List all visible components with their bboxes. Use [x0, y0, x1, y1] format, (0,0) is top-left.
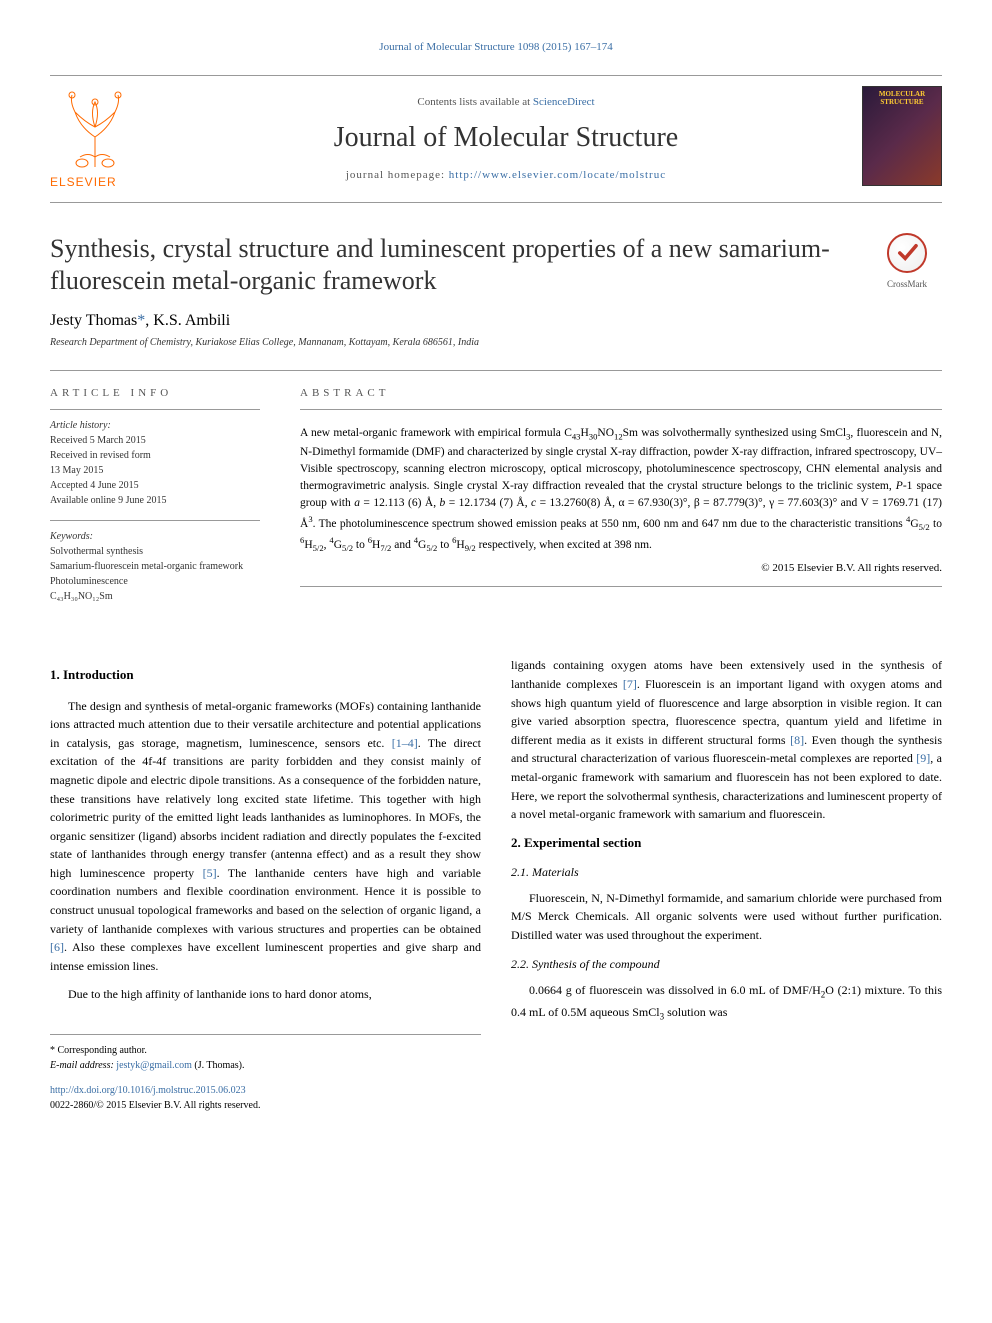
body-columns: 1. Introduction The design and synthesis… [50, 656, 942, 1113]
sciencedirect-link[interactable]: ScienceDirect [533, 96, 595, 108]
keyword: Samarium-fluorescein metal-organic frame… [50, 559, 260, 574]
journal-cover-thumbnail[interactable]: MOLECULAR STRUCTURE [862, 86, 942, 186]
journal-title: Journal of Molecular Structure [170, 118, 842, 157]
affiliation: Research Department of Chemistry, Kuriak… [50, 336, 942, 350]
rule [300, 409, 942, 410]
publisher-logo-block: ELSEVIER [50, 87, 170, 191]
homepage-link[interactable]: http://www.elsevier.com/locate/molstruc [449, 169, 666, 181]
abstract-block: ABSTRACT A new metal-organic framework w… [300, 386, 942, 616]
intro-para-3: ligands containing oxygen atoms have bee… [511, 656, 942, 823]
materials-heading: 2.1. Materials [511, 864, 942, 881]
publisher-name: ELSEVIER [50, 174, 170, 191]
abstract-text: A new metal-organic framework with empir… [300, 425, 942, 554]
elsevier-tree-icon [50, 87, 140, 172]
keyword: Photoluminescence [50, 574, 260, 589]
email-label: E-mail address: [50, 1060, 116, 1071]
corresponding-author-footer: * Corresponding author. E-mail address: … [50, 1034, 481, 1113]
body-column-right: ligands containing oxygen atoms have bee… [511, 656, 942, 1113]
contents-prefix: Contents lists available at [417, 96, 532, 108]
rule [300, 586, 942, 587]
intro-para-1: The design and synthesis of metal-organi… [50, 697, 481, 976]
journal-homepage-line: journal homepage: http://www.elsevier.co… [170, 168, 842, 183]
keywords-block: Keywords: Solvothermal synthesis Samariu… [50, 520, 260, 604]
rule [50, 370, 942, 371]
journal-header: ELSEVIER Contents lists available at Sci… [50, 75, 942, 202]
history-line: 13 May 2015 [50, 463, 260, 478]
history-line: Accepted 4 June 2015 [50, 478, 260, 493]
issn-copyright-line: 0022-2860/© 2015 Elsevier B.V. All right… [50, 1098, 481, 1113]
crossmark-label: CrossMark [872, 278, 942, 291]
intro-heading: 1. Introduction [50, 666, 481, 684]
corresponding-label: * Corresponding author. [50, 1043, 481, 1058]
history-line: Available online 9 June 2015 [50, 493, 260, 508]
keyword: C₄₃H₃₀NO₁₂Sm [50, 589, 260, 604]
abstract-copyright: © 2015 Elsevier B.V. All rights reserved… [300, 561, 942, 576]
contents-line: Contents lists available at ScienceDirec… [170, 95, 842, 110]
article-info-block: ARTICLE INFO Article history: Received 5… [50, 386, 260, 616]
email-suffix: (J. Thomas). [192, 1060, 245, 1071]
article-info-heading: ARTICLE INFO [50, 386, 260, 401]
article-history: Article history: Received 5 March 2015 R… [50, 409, 260, 508]
history-line: Received 5 March 2015 [50, 433, 260, 448]
article-title: Synthesis, crystal structure and lumines… [50, 233, 852, 298]
authors: Jesty Thomas*, K.S. Ambili [50, 310, 942, 332]
journal-reference[interactable]: Journal of Molecular Structure 1098 (201… [50, 40, 942, 55]
synthesis-text: 0.0664 g of fluorescein was dissolved in… [511, 981, 942, 1024]
doi-link[interactable]: http://dx.doi.org/10.1016/j.molstruc.201… [50, 1085, 246, 1096]
keyword: Solvothermal synthesis [50, 544, 260, 559]
crossmark-badge[interactable]: CrossMark [872, 233, 942, 291]
history-title: Article history: [50, 418, 260, 433]
homepage-prefix: journal homepage: [346, 169, 449, 181]
body-column-left: 1. Introduction The design and synthesis… [50, 656, 481, 1113]
experimental-heading: 2. Experimental section [511, 834, 942, 852]
abstract-heading: ABSTRACT [300, 386, 942, 401]
history-line: Received in revised form [50, 448, 260, 463]
synthesis-heading: 2.2. Synthesis of the compound [511, 956, 942, 973]
intro-para-2: Due to the high affinity of lanthanide i… [50, 985, 481, 1004]
cover-thumb-text: MOLECULAR STRUCTURE [867, 91, 937, 106]
keywords-title: Keywords: [50, 529, 260, 544]
crossmark-icon [887, 233, 927, 273]
author-email-link[interactable]: jestyk@gmail.com [116, 1060, 192, 1071]
materials-text: Fluorescein, N, N-Dimethyl formamide, an… [511, 889, 942, 945]
